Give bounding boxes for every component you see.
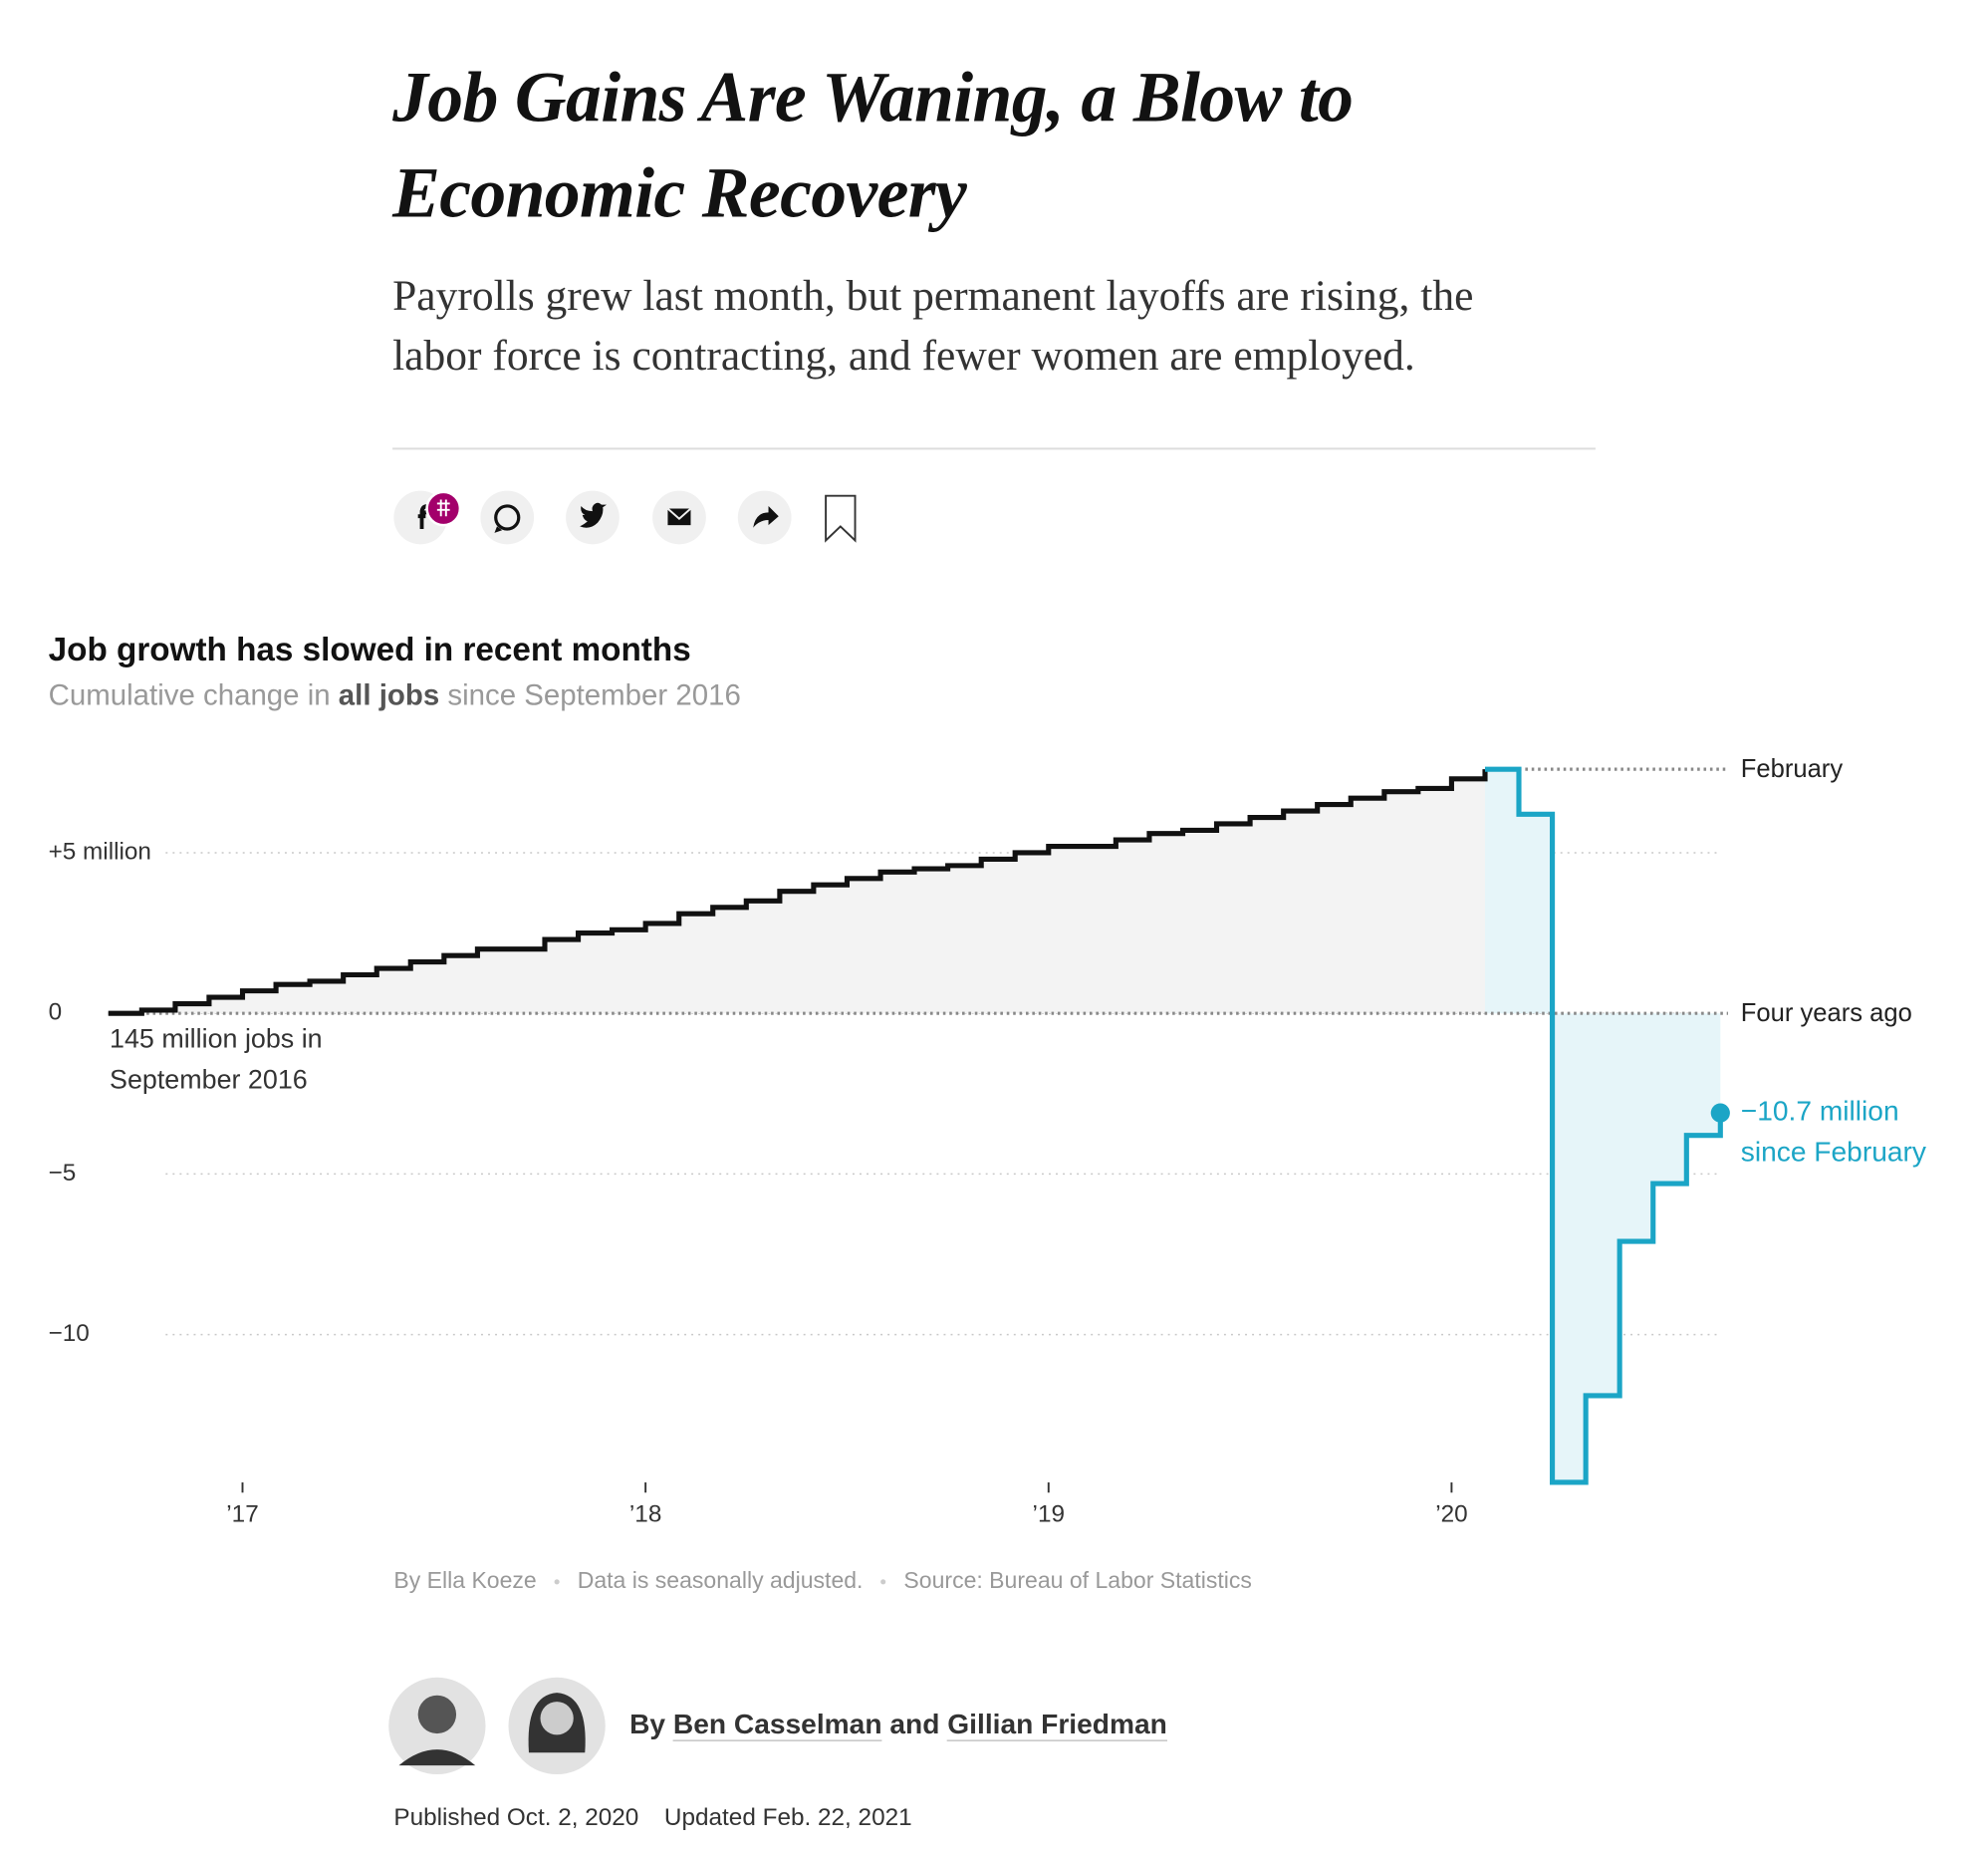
step-line [1484,766,1723,1485]
y-tick-label: +5 million [49,838,151,865]
x-tick-label: ’18 [629,1501,661,1528]
subtitle-part: Cumulative change in [48,677,331,711]
area [1484,769,1721,1482]
byline-joiner: and [889,1708,940,1740]
bookmark[interactable] [825,494,857,543]
share-facebook[interactable] [393,490,462,545]
subtitle-part: all jobs [338,677,440,711]
x-tick-label: ’20 [1435,1501,1467,1528]
credit: Data is seasonally adjusted. [577,1567,864,1594]
y-tick-label: −5 [49,1160,77,1187]
headline: Job Gains Are Waning, a Blow to Economic… [392,58,1354,234]
credit: By Ella Koeze [393,1567,537,1594]
subtitle-part: since September 2016 [447,677,741,711]
share-whatsapp[interactable] [480,490,535,545]
author-photo [388,1677,486,1775]
separator [554,1579,560,1585]
updated: Updated Feb. 22, 2021 [663,1804,912,1832]
annotation: −10.7 million since February [1740,1095,1926,1169]
dates: Published Oct. 2, 2020 Updated Feb. 22, 2… [393,1805,911,1833]
y-tick-label: −10 [49,1320,90,1347]
author-link[interactable]: Gillian Friedman [947,1708,1167,1741]
step-line [108,769,1488,1016]
summary: Payrolls grew last month, but permanent … [392,272,1474,381]
author-link[interactable]: Ben Casselman [672,1708,882,1741]
share-email[interactable] [652,490,706,545]
credit: Source: Bureau of Labor Statistics [903,1567,1252,1594]
share-twitter[interactable] [566,490,620,545]
chart-title: Job growth has slowed in recent months [48,630,691,668]
author-photo [508,1677,606,1775]
reference-label: Four years ago [1741,999,1912,1027]
end-dot [1710,1103,1730,1123]
chart-subtitle: Cumulative change in all jobs since Sept… [49,678,741,713]
x-tick-label: ’17 [226,1501,258,1528]
byline-prefix: By [629,1708,666,1740]
credits: By Ella Koeze Data is seasonally adjusted… [393,1568,1252,1595]
y-tick-label: 0 [49,999,63,1026]
byline: By Ben Casselman and Gillian Friedman [629,1708,1167,1741]
separator [880,1579,886,1585]
annotation: 145 million jobs in September 2016 [110,1024,323,1096]
reference-label: February [1741,755,1844,783]
x-tick-label: ’19 [1033,1501,1065,1528]
share-more[interactable] [737,490,792,545]
published: Published Oct. 2, 2020 [393,1804,639,1832]
